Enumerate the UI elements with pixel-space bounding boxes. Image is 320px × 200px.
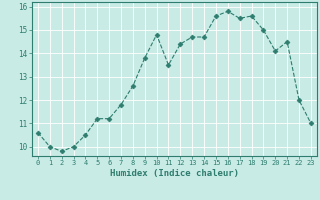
X-axis label: Humidex (Indice chaleur): Humidex (Indice chaleur) [110,169,239,178]
